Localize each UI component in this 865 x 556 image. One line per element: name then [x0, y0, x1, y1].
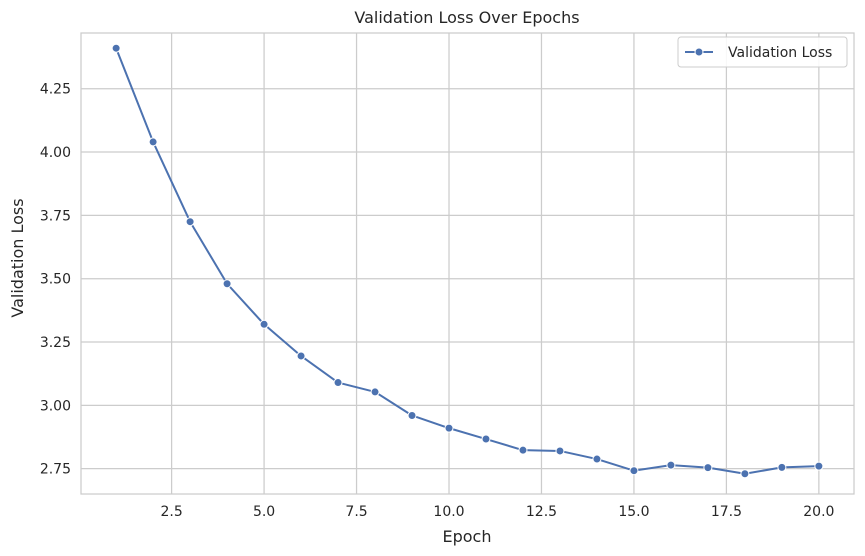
data-point [555, 446, 565, 456]
y-tick-labels: 2.75 3.00 3.25 3.50 3.75 4.00 4.25 [40, 82, 71, 478]
x-tick-label: 5.0 [253, 504, 275, 520]
x-tick-label: 17.5 [711, 504, 742, 520]
x-tick-labels: 2.5 5.0 7.5 10.0 12.5 15.0 17.5 20.0 [160, 504, 834, 520]
data-point [629, 466, 639, 476]
data-point [296, 351, 306, 361]
data-point [481, 434, 491, 444]
data-point [333, 378, 343, 388]
data-point [740, 469, 750, 479]
data-point [222, 279, 232, 289]
legend-dot-marker [694, 47, 704, 57]
data-point [407, 410, 417, 420]
data-point [814, 461, 824, 471]
y-tick-label: 3.75 [40, 208, 71, 224]
legend-box [677, 36, 848, 68]
data-point [592, 454, 602, 464]
x-tick-label: 12.5 [526, 504, 557, 520]
data-point [703, 463, 713, 473]
x-tick-label: 7.5 [345, 504, 367, 520]
plot-area-frame [80, 32, 855, 495]
y-tick-label: 3.25 [40, 335, 71, 351]
series-layer [111, 43, 824, 479]
data-point [666, 460, 676, 470]
chart-title: Validation Loss Over Epochs [354, 8, 579, 27]
legend-label: Validation Loss [728, 45, 832, 61]
data-point [185, 217, 195, 227]
data-point [777, 462, 787, 472]
y-tick-label: 4.25 [40, 82, 71, 98]
y-tick-label: 4.00 [40, 145, 71, 161]
legend: Validation Loss [677, 36, 848, 68]
y-tick-label: 2.75 [40, 462, 71, 478]
x-tick-label: 15.0 [618, 504, 649, 520]
y-tick-label: 3.50 [40, 272, 71, 288]
x-tick-label: 10.0 [433, 504, 464, 520]
series-line [115, 47, 819, 475]
grid-lines [81, 33, 854, 494]
data-point [518, 445, 528, 455]
data-point [370, 387, 380, 397]
data-point [444, 423, 454, 433]
x-tick-label: 20.0 [803, 504, 834, 520]
data-point [259, 319, 269, 329]
x-axis-title: Epoch [443, 527, 492, 546]
y-axis-title: Validation Loss [8, 198, 27, 317]
x-tick-label: 2.5 [160, 504, 182, 520]
data-point [148, 137, 158, 147]
data-point [111, 43, 121, 53]
y-tick-label: 3.00 [40, 398, 71, 414]
